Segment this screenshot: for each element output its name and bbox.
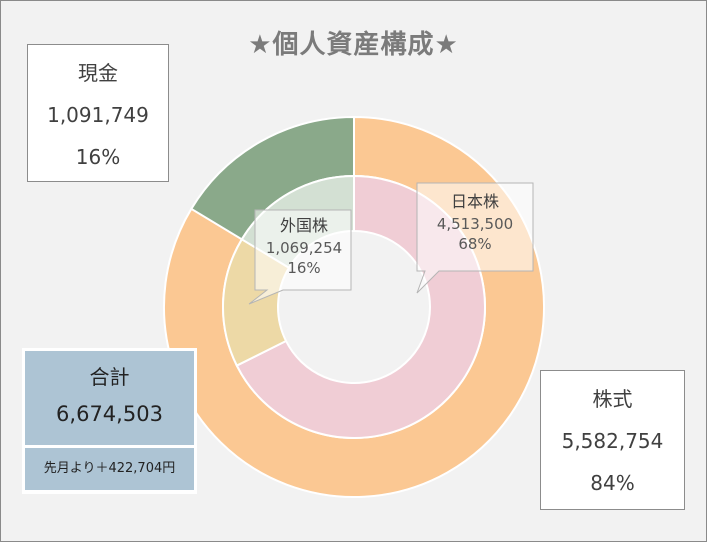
stock-data-label: 株式 5,582,754 84%	[540, 370, 685, 510]
foreign-stock-percent: 16%	[287, 259, 321, 277]
stock-label: 株式	[592, 387, 633, 411]
foreign-stock-label: 外国株	[279, 216, 328, 235]
total-label: 合計	[89, 365, 130, 389]
outer-ring	[163, 115, 546, 498]
chart-title: ★個人資産構成★	[248, 30, 459, 60]
foreign-stock-callout-bubble	[248, 209, 352, 305]
monthly-change: 先月より＋422,704円	[25, 448, 194, 490]
japan-stock-percent: 68%	[458, 235, 492, 253]
total-value: 6,674,503	[56, 402, 163, 426]
foreign-stock-callout: 外国株 1,069,254 16%	[257, 216, 351, 278]
cash-value: 1,091,749	[47, 103, 149, 127]
callout-shapes	[248, 182, 534, 305]
japan-stock-label: 日本株	[450, 192, 499, 211]
foreign-stock-value: 1,069,254	[265, 239, 343, 257]
cash-label: 現金	[78, 61, 118, 85]
cash-percent: 16%	[75, 145, 121, 169]
total-panel: 合計 6,674,503 先月より＋422,704円	[22, 348, 197, 494]
cash-data-label: 現金 1,091,749 16%	[27, 44, 169, 182]
total-box: 合計 6,674,503	[25, 351, 194, 445]
japan-stock-value: 4,513,500	[436, 215, 514, 233]
japan-stock-callout: 日本株 4,513,500 68%	[418, 192, 532, 254]
japan-stock-callout-bubble	[416, 182, 534, 294]
stock-value: 5,582,754	[561, 429, 664, 453]
stock-percent: 84%	[590, 471, 635, 495]
